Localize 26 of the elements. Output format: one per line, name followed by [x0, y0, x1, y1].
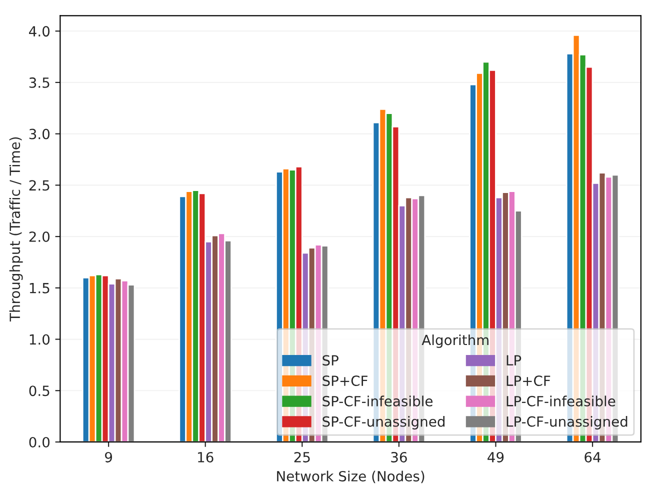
legend-label: LP — [506, 355, 522, 366]
y-tick-label: 1.0 — [30, 334, 50, 345]
y-tick-label: 2.0 — [29, 232, 50, 242]
y-axis-title: Throughput (Traffic / Time) — [9, 137, 23, 322]
x-tick-label: 25 — [294, 452, 310, 462]
y-tick-label: 0.0 — [29, 436, 50, 448]
legend-label: SP-CF-unassigned — [322, 416, 444, 430]
x-axis-title: Network Size (Nodes) — [277, 470, 424, 484]
y-tick-label: 3.0 — [29, 128, 50, 140]
y-tick-label: 0.5 — [29, 386, 50, 396]
legend-label: LP+CF — [506, 376, 550, 386]
legend-label: SP — [322, 355, 338, 366]
y-tick-label: 1.5 — [30, 283, 50, 294]
y-tick-label: 4.0 — [29, 26, 50, 37]
x-tick-label: 49 — [488, 452, 504, 462]
x-tick-label: 64 — [584, 452, 601, 462]
x-tick-label: 16 — [198, 452, 214, 462]
x-tick-label: 9 — [105, 452, 112, 462]
legend-label: LP-CF-infeasible — [506, 396, 616, 406]
y-tick-label: 2.5 — [29, 180, 50, 191]
x-tick-label: 36 — [391, 452, 407, 462]
legend-label: SP-CF-infeasible — [322, 396, 433, 406]
y-tick-label: 3.5 — [29, 77, 50, 88]
legend-label: SP+CF — [322, 376, 368, 386]
legend-label: LP-CF-unassigned — [506, 416, 628, 430]
legend-title: Algorithm — [422, 334, 488, 348]
